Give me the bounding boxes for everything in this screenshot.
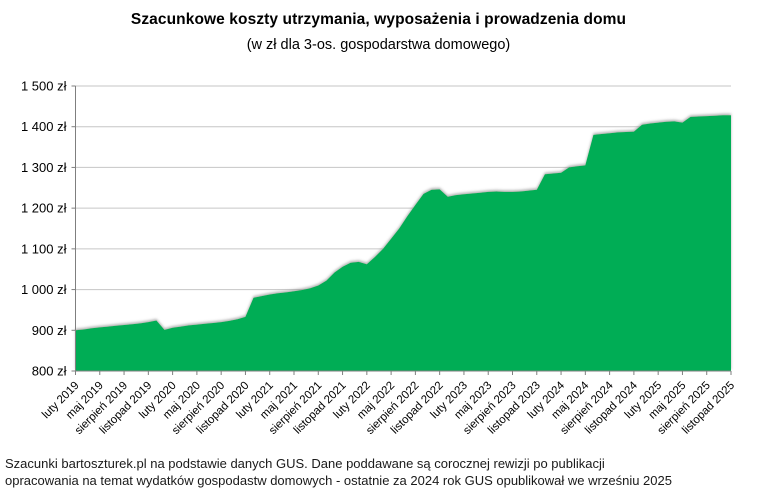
y-tick-label: 1 100 zł <box>21 241 67 256</box>
area-chart: 800 zł 900 zł 1 000 zł 1 100 zł 1 200 zł 1 30… <box>21 79 737 437</box>
y-tick-label: 1 400 zł <box>21 119 67 134</box>
y-tick-label: 900 zł <box>32 323 67 338</box>
y-tick-label: 1 300 zł <box>21 160 67 175</box>
y-tick-label: 1 500 zł <box>21 79 67 94</box>
footnote-line-1: Szacunki bartoszturek.pl na podstawie da… <box>5 456 605 471</box>
chart-footnote: Szacunki bartoszturek.pl na podstawie da… <box>5 456 755 490</box>
chart-subtitle: (w zł dla 3-os. gospodarstwa domowego) <box>246 37 511 53</box>
y-tick-label: 1 000 zł <box>21 282 67 297</box>
chart-title: Szacunkowe koszty utrzymania, wyposażeni… <box>130 11 627 28</box>
y-tick-label: 800 zł <box>32 364 67 379</box>
y-tick-label: 1 200 zł <box>21 201 67 216</box>
footnote-line-2: opracowania na temat wydatków gospodastw… <box>5 472 672 488</box>
area-series <box>75 115 731 371</box>
